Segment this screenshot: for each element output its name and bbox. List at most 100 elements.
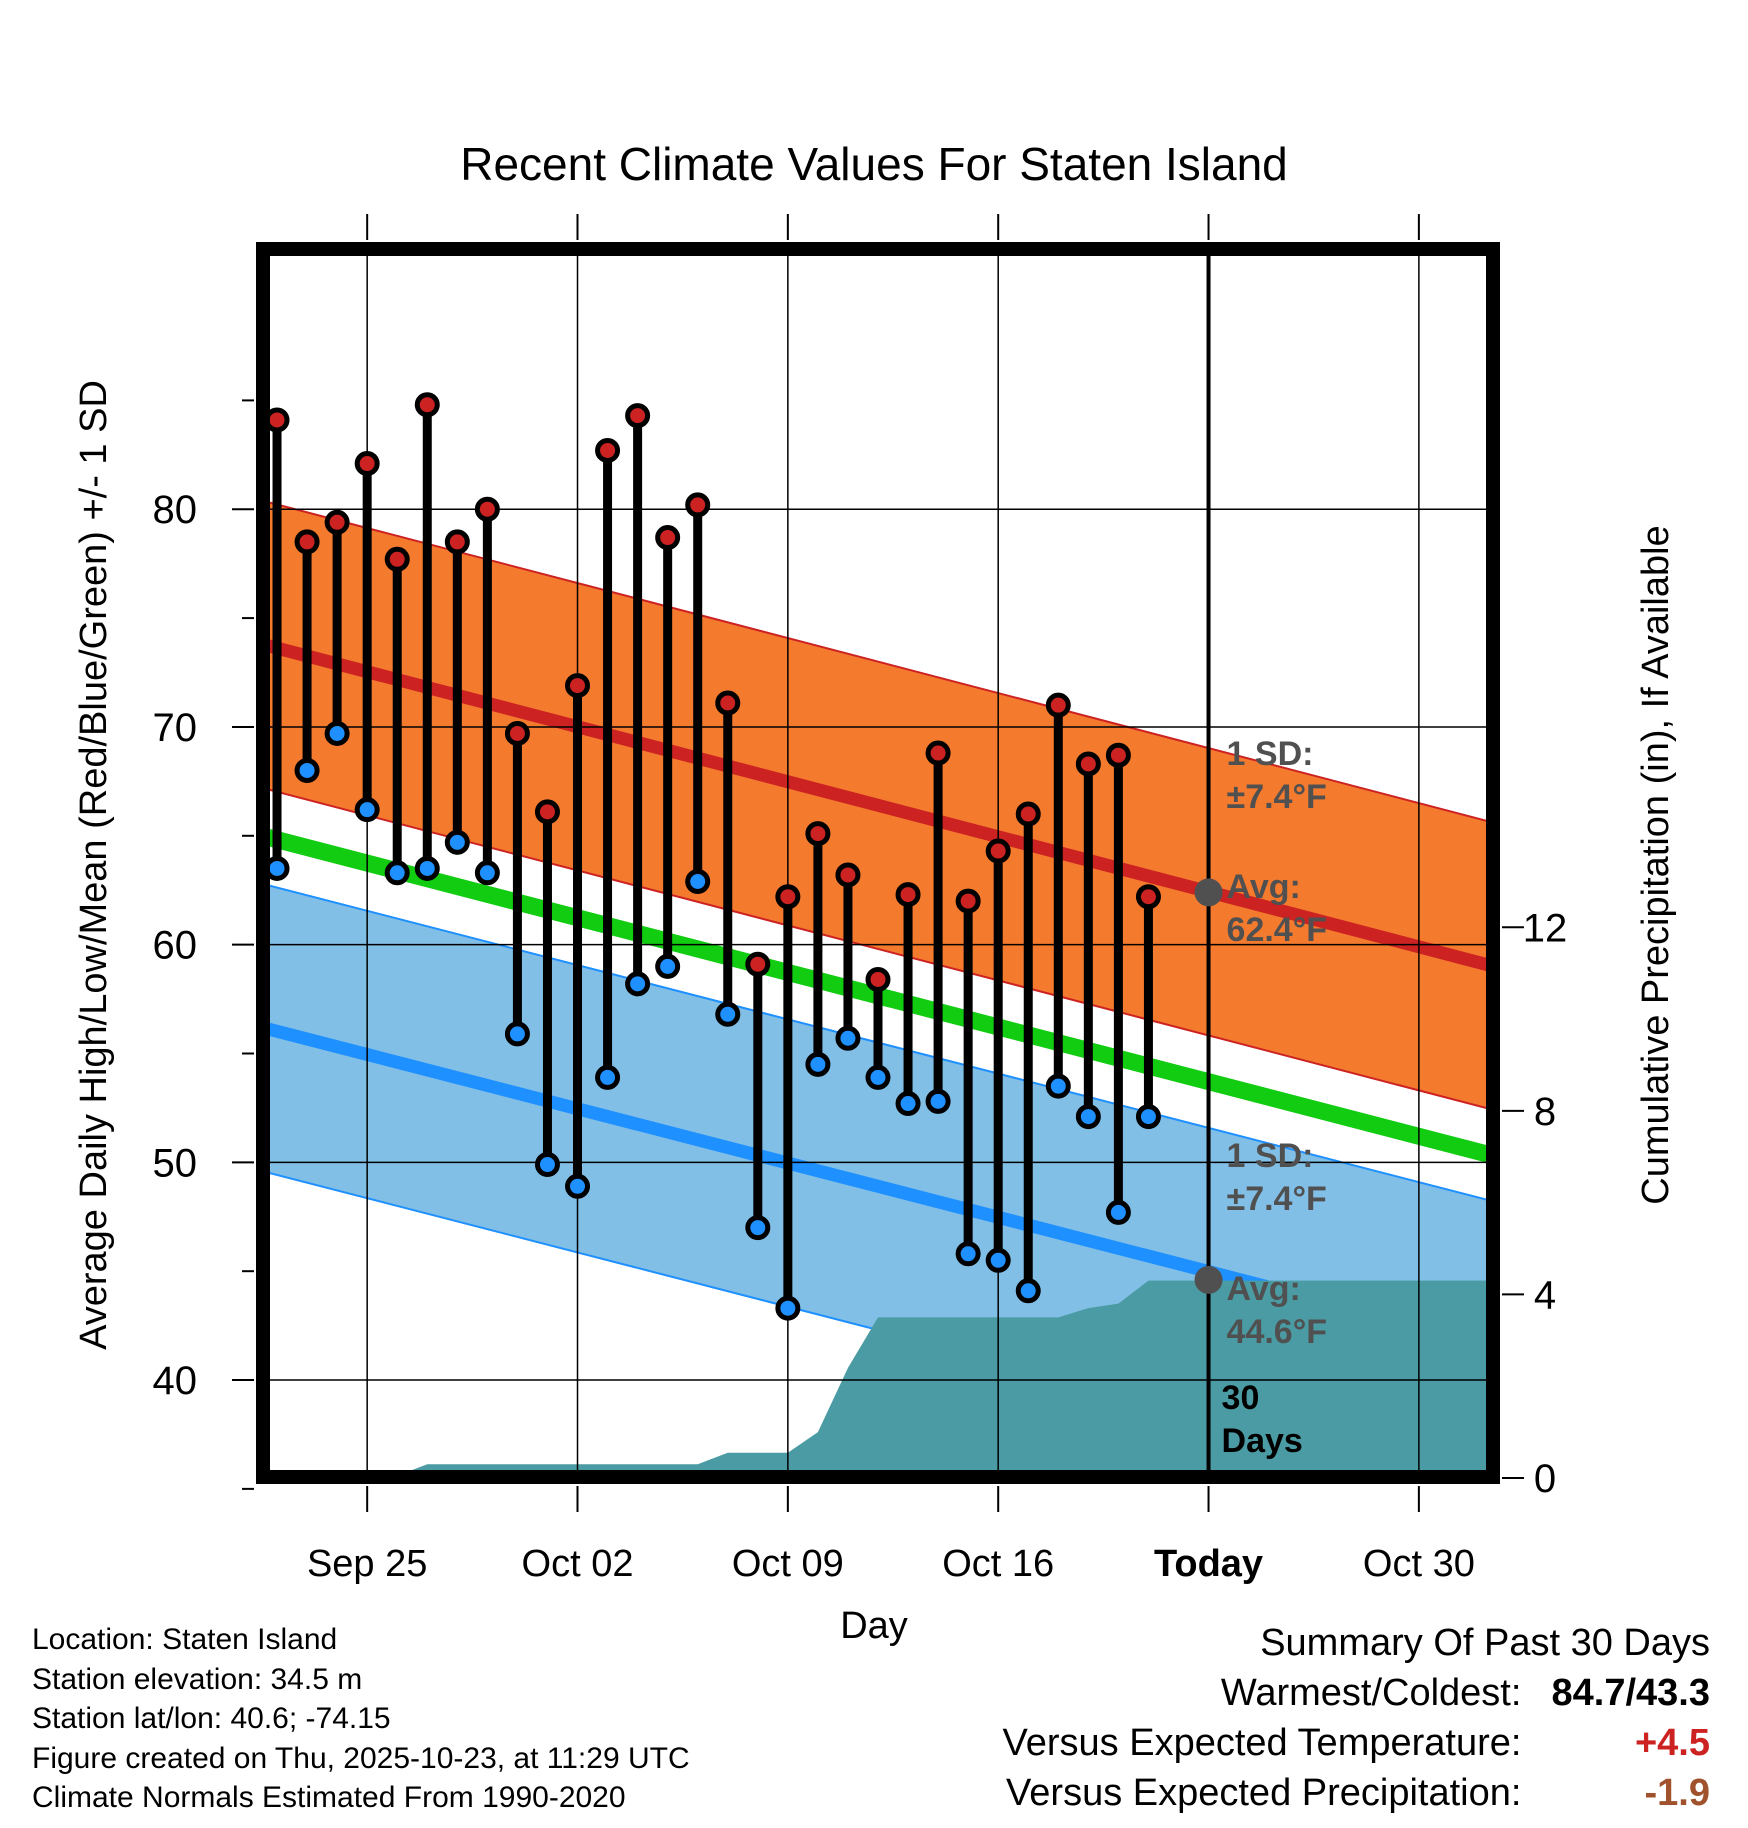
low-avg-value: 44.6°F: [1227, 1313, 1328, 1351]
daily-low-point: [294, 757, 320, 783]
daily-high-point: [565, 673, 591, 699]
daily-low-point: [835, 1025, 861, 1051]
y-axis-label: Average Daily High/Low/Mean (Red/Blue/Gr…: [73, 380, 115, 1350]
daily-low-point: [895, 1091, 921, 1117]
precip-label: Versus Expected Precipitation:: [1006, 1772, 1522, 1814]
daily-high-point: [715, 690, 741, 716]
today-low-avg-marker: [1194, 1265, 1223, 1294]
high-band-upper-edge: [262, 499, 1494, 824]
daily-low-point: [745, 1215, 771, 1241]
summary-precip-row: Versus Expected Precipitation: -1.9: [1003, 1768, 1710, 1818]
chart-title: Recent Climate Values For Staten Island: [460, 138, 1288, 190]
daily-high-point: [264, 407, 290, 433]
created-text: Figure created on Thu, 2025-10-23, at 11…: [32, 1741, 690, 1775]
daily-high-point: [1135, 884, 1161, 910]
x-tick-label: Oct 02: [522, 1543, 634, 1585]
daily-low-point: [444, 829, 470, 855]
daily-low-point: [1105, 1199, 1131, 1225]
y-right-tick-label: 4: [1534, 1273, 1556, 1317]
daily-low-point: [865, 1064, 891, 1090]
station-info: Location: Staten Island Station elevatio…: [32, 1620, 690, 1818]
daily-low-point: [685, 869, 711, 895]
summary-title: Summary Of Past 30 Days: [1260, 1622, 1710, 1664]
daily-high-point: [534, 799, 560, 825]
x-axis-label: Day: [840, 1605, 908, 1647]
daily-high-point: [685, 492, 711, 518]
x-tick-label: Oct 30: [1363, 1543, 1475, 1585]
y-tick-label: 60: [153, 924, 198, 968]
y-right-tick-label: 12: [1523, 906, 1568, 950]
summary-warmest-row: Warmest/Coldest: 84.7/43.3: [1003, 1668, 1710, 1718]
daily-low-point: [775, 1295, 801, 1321]
daily-low-point: [1135, 1104, 1161, 1130]
precip-value: -1.9: [1644, 1772, 1710, 1814]
summary-temp-row: Versus Expected Temperature: +4.5: [1003, 1718, 1710, 1768]
y-right-tick-label: 8: [1534, 1090, 1556, 1134]
days-unit-label: Days: [1222, 1422, 1303, 1460]
temp-value: +4.5: [1634, 1722, 1710, 1764]
daily-low-point: [504, 1021, 530, 1047]
daily-high-point: [865, 966, 891, 992]
daily-low-point: [925, 1088, 951, 1114]
high-avg-value: 62.4°F: [1227, 911, 1328, 949]
daily-low-point: [384, 860, 410, 886]
daily-high-point: [595, 437, 621, 463]
low-avg-label: Avg:: [1227, 1270, 1301, 1308]
temp-label: Versus Expected Temperature:: [1002, 1722, 1522, 1764]
daily-low-point: [1015, 1278, 1041, 1304]
normal-high-line: [262, 637, 1494, 973]
plot-frame: [256, 242, 1500, 1484]
daily-low-point: [264, 855, 290, 881]
daily-high-point: [414, 392, 440, 418]
summary-panel: Summary Of Past 30 Days Warmest/Coldest:…: [1003, 1618, 1710, 1818]
daily-low-point: [595, 1064, 621, 1090]
daily-high-point: [985, 838, 1011, 864]
low-sd-label: 1 SD:: [1227, 1137, 1314, 1175]
daily-high-point: [324, 509, 350, 535]
x-tick-label: Today: [1154, 1543, 1263, 1585]
daily-high-point: [775, 884, 801, 910]
daily-low-point: [715, 1001, 741, 1027]
warmest-value: 84.7/43.3: [1551, 1672, 1710, 1714]
daily-high-point: [1015, 801, 1041, 827]
daily-high-point: [504, 720, 530, 746]
daily-low-point: [985, 1247, 1011, 1273]
daily-low-point: [805, 1051, 831, 1077]
daily-high-point: [1045, 692, 1071, 718]
daily-high-point: [805, 821, 831, 847]
high-sd-value: ±7.4°F: [1227, 778, 1327, 816]
x-tick-label: Sep 25: [307, 1543, 427, 1585]
high-sd-label: 1 SD:: [1227, 735, 1314, 773]
daily-high-point: [384, 546, 410, 572]
daily-low-point: [534, 1152, 560, 1178]
elevation-text: Station elevation: 34.5 m: [32, 1662, 363, 1696]
daily-low-point: [474, 860, 500, 886]
daily-low-point: [324, 720, 350, 746]
daily-high-point: [444, 529, 470, 555]
x-tick-label: Oct 16: [942, 1543, 1054, 1585]
daily-high-point: [354, 451, 380, 477]
daily-low-point: [655, 953, 681, 979]
low-sd-value: ±7.4°F: [1227, 1180, 1327, 1218]
daily-low-point: [1045, 1073, 1071, 1099]
y-tick-label: 40: [153, 1359, 198, 1403]
y-right-tick-label: 0: [1534, 1457, 1556, 1501]
daily-high-point: [1075, 751, 1101, 777]
days-count-label: 30: [1222, 1379, 1260, 1417]
daily-low-point: [955, 1241, 981, 1267]
daily-high-point: [294, 529, 320, 555]
daily-low-point: [625, 971, 651, 997]
y-tick-label: 80: [153, 488, 198, 532]
x-tick-label: Oct 09: [732, 1543, 844, 1585]
daily-low-point: [565, 1173, 591, 1199]
daily-high-point: [474, 496, 500, 522]
y-tick-label: 70: [153, 706, 198, 750]
daily-low-point: [354, 797, 380, 823]
y-tick-label: 50: [153, 1141, 198, 1185]
daily-high-point: [955, 888, 981, 914]
today-high-avg-marker: [1194, 878, 1223, 907]
daily-high-point: [625, 403, 651, 429]
y-axis-right-label: Cumulative Precipitation (in), If Availa…: [1635, 525, 1677, 1204]
normals-text: Climate Normals Estimated From 1990-2020: [32, 1781, 626, 1814]
